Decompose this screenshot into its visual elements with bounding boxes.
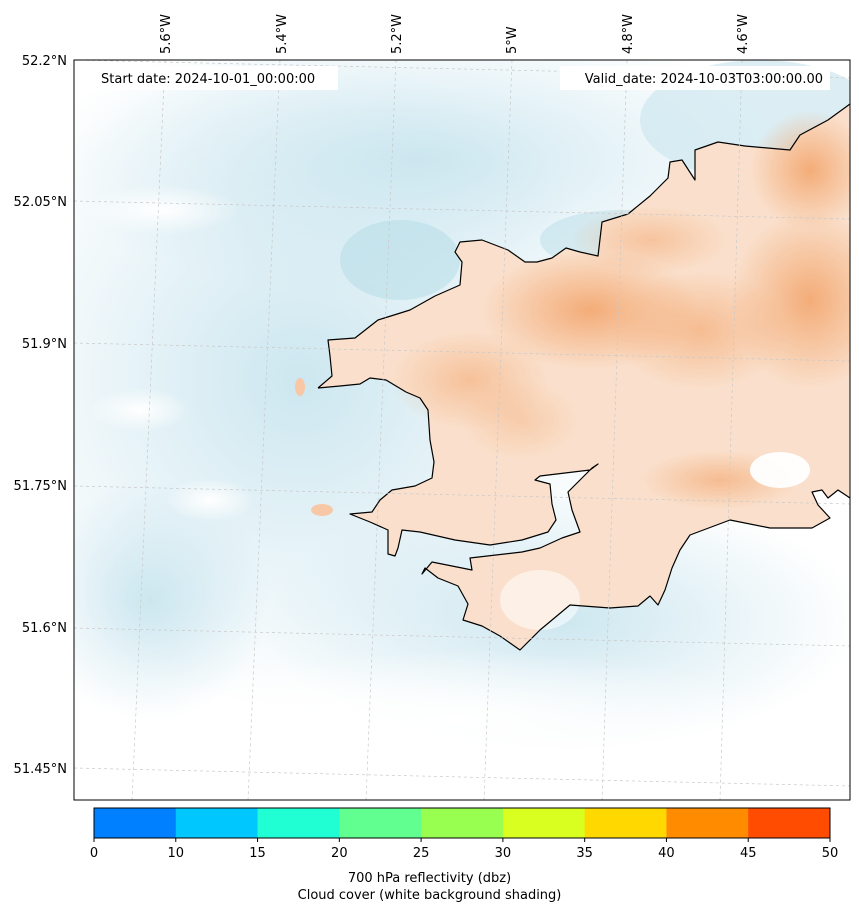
latitude-ticks: 52.2°N 52.05°N 51.9°N 51.75°N 51.6°N 51.… bbox=[14, 54, 67, 777]
lon-tick-label: 5.4°W bbox=[275, 14, 290, 54]
longitude-ticks: 5.6°W 5.4°W 5.2°W 5°W 4.8°W 4.6°W bbox=[159, 14, 751, 54]
start-date-box bbox=[92, 66, 338, 90]
colorbar-segment bbox=[94, 808, 177, 838]
colorbar-segment bbox=[175, 808, 259, 838]
colorbar-segment bbox=[339, 808, 422, 838]
lon-tick-label: 5°W bbox=[505, 26, 520, 54]
colorbar-frame bbox=[93, 807, 831, 839]
colorbar-tick-label: 10 bbox=[168, 846, 185, 861]
offshore-speck bbox=[295, 378, 305, 396]
colorbar-segment bbox=[421, 808, 504, 838]
lon-tick-label: 4.8°W bbox=[621, 14, 636, 54]
colorbar-tick-label: 30 bbox=[495, 846, 512, 861]
lat-tick-label: 51.75°N bbox=[14, 479, 67, 494]
colorbar-tick-label: 35 bbox=[576, 846, 593, 861]
lat-tick-label: 51.9°N bbox=[22, 337, 67, 352]
offshore-speck bbox=[311, 504, 333, 516]
colorbar-segment bbox=[502, 808, 586, 838]
colorbar-label: 700 hPa reflectivity (dbz) bbox=[347, 871, 512, 886]
map-frame bbox=[73, 59, 851, 801]
colorbar-tick-label: 15 bbox=[249, 846, 266, 861]
lat-tick-label: 52.2°N bbox=[22, 54, 67, 69]
lon-tick-label: 5.2°W bbox=[390, 14, 405, 54]
coastline bbox=[317, 103, 850, 651]
colorbar-tick-label: 25 bbox=[413, 846, 430, 861]
colorbar-tick-label: 20 bbox=[331, 846, 348, 861]
colorbar-segment bbox=[666, 808, 749, 838]
colorbar-tick-label: 0 bbox=[90, 846, 98, 861]
map-field bbox=[74, 60, 850, 800]
colorbar-sublabel: Cloud cover (white background shading) bbox=[297, 888, 562, 903]
lat-tick-label: 52.05°N bbox=[14, 195, 67, 210]
colorbar-tick-label: 40 bbox=[658, 846, 675, 861]
colorbar-segment bbox=[584, 808, 667, 838]
lon-tick-label: 5.6°W bbox=[159, 14, 174, 54]
lat-tick-label: 51.6°N bbox=[22, 621, 67, 636]
start-date-label: Start date: 2024-10-01_00:00:00 bbox=[101, 72, 315, 87]
colorbar-tick-label: 45 bbox=[740, 846, 757, 861]
reflectivity-warm-shading bbox=[390, 110, 850, 510]
colorbar-segment bbox=[748, 808, 831, 838]
colorbar-segment bbox=[257, 808, 340, 838]
valid-date-box bbox=[560, 66, 830, 90]
lat-tick-label: 51.45°N bbox=[14, 762, 67, 777]
valid-date-label: Valid_date: 2024-10-03T03:00:00.00 bbox=[585, 72, 823, 87]
colorbar-tick-label: 50 bbox=[822, 846, 839, 861]
colorbar: 0 10 15 20 25 30 35 40 45 50 bbox=[90, 807, 839, 861]
lon-tick-label: 4.6°W bbox=[736, 14, 751, 54]
